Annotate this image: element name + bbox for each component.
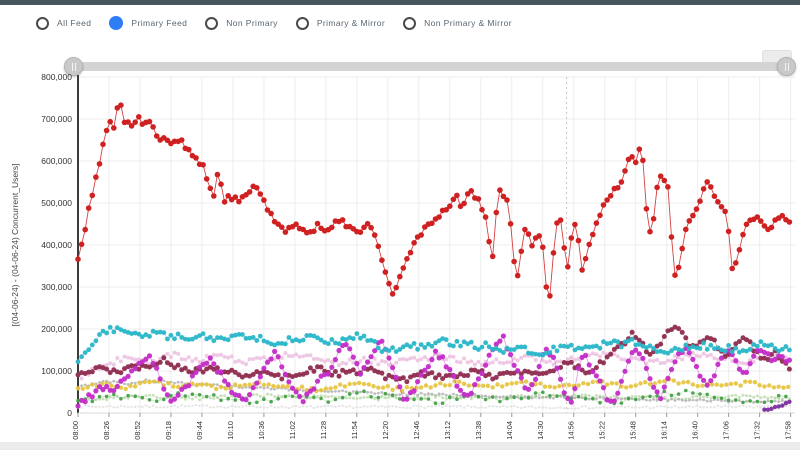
x-tick-label: 14:56 (567, 421, 576, 440)
radio-selected-icon[interactable] (109, 16, 124, 30)
time-range-slider (0, 48, 800, 82)
x-tick-label: 08:00 (71, 421, 80, 440)
y-tick-label: 0 (67, 408, 72, 418)
y-tick-label: 300,000 (41, 282, 72, 292)
radio-icon[interactable] (403, 16, 417, 30)
series-red (75, 102, 793, 299)
radio-option-primary-mirror[interactable]: Primary & Mirror (295, 16, 386, 30)
feed-filter-group: All Feed Primary Feed Non Primary Primary &… (36, 12, 512, 34)
x-tick-label: 17:58 (784, 421, 793, 440)
slider-handle-left[interactable] (64, 57, 83, 76)
series-purple (762, 399, 792, 412)
x-tick-label: 08:52 (133, 421, 142, 440)
x-tick-label: 16:40 (691, 421, 700, 440)
x-tick-label: 15:48 (629, 421, 638, 440)
radio-label: All Feed (57, 18, 92, 28)
x-tick-label: 16:14 (660, 421, 669, 440)
series-yellow (75, 377, 791, 394)
x-tick-label: 17:32 (753, 421, 762, 440)
y-tick-label: 800,000 (41, 72, 72, 82)
radio-label: Primary Feed (131, 18, 188, 28)
y-tick-label: 200,000 (41, 324, 72, 334)
radio-option-non-primary-mirror[interactable]: Non Primary & Mirror (403, 16, 512, 30)
y-tick-label: 100,000 (41, 366, 72, 376)
x-tick-label: 11:28 (319, 421, 328, 439)
x-tick-label: 15:22 (598, 421, 607, 440)
radio-icon[interactable] (295, 16, 309, 30)
slider-handle-right[interactable] (777, 57, 796, 76)
radio-label: Non Primary (226, 18, 278, 28)
y-tick-label: 400,000 (41, 240, 72, 250)
x-tick-label: 13:38 (474, 421, 483, 440)
series-cyan (75, 324, 792, 365)
x-tick-label: 11:02 (288, 421, 297, 439)
x-tick-label: 14:04 (505, 421, 514, 440)
gridlines (77, 76, 795, 414)
radio-label: Non Primary & Mirror (424, 18, 512, 28)
x-tick-label: 09:18 (164, 421, 173, 440)
x-tick-label: 14:30 (536, 421, 545, 440)
x-tick-label: 12:46 (412, 421, 421, 440)
radio-option-all-feed[interactable]: All Feed (36, 16, 92, 30)
x-tick-label: 10:10 (226, 421, 235, 440)
y-tick-label: 600,000 (41, 156, 72, 166)
x-tick-label: 08:26 (102, 421, 111, 440)
top-accent-bar (0, 0, 800, 5)
y-axis-labels: 800,000 700,000 600,000 500,000 400,000 300,0… (41, 72, 72, 418)
slider-track[interactable] (65, 62, 795, 71)
series-green (76, 388, 788, 406)
radio-label: Primary & Mirror (316, 18, 386, 28)
series-band-lightgray (76, 403, 791, 410)
y-tick-label: 700,000 (41, 114, 72, 124)
x-tick-label: 17:06 (722, 421, 731, 440)
x-tick-label: 10:36 (257, 421, 266, 440)
x-tick-label: 09:44 (195, 421, 204, 440)
x-axis-labels: 08:00 08:26 08:52 09:18 09:44 10:10 10:36 11:02… (71, 413, 793, 440)
y-axis-title: [(04-06-24) - (04-06-24) Concurrent_User… (10, 164, 20, 327)
horizontal-scrollbar[interactable] (0, 442, 800, 450)
radio-icon[interactable] (36, 16, 49, 30)
radio-option-primary-feed[interactable]: Primary Feed (109, 16, 187, 30)
radio-icon[interactable] (205, 16, 219, 30)
x-tick-label: 13:12 (443, 421, 452, 440)
x-tick-label: 11:54 (350, 421, 359, 439)
y-tick-label: 500,000 (41, 198, 72, 208)
x-tick-label: 12:20 (381, 421, 390, 440)
radio-option-non-primary[interactable]: Non Primary (205, 16, 278, 30)
